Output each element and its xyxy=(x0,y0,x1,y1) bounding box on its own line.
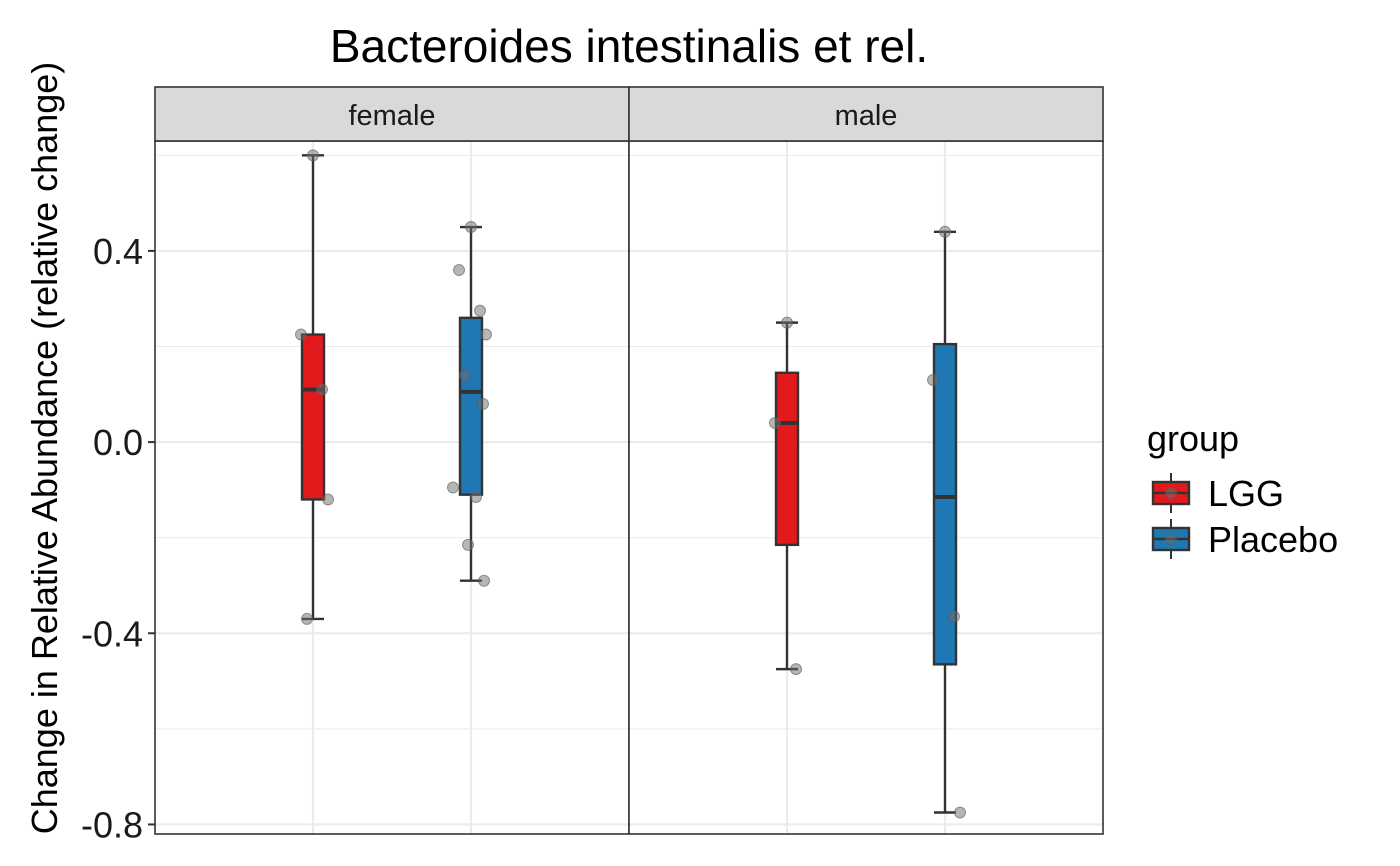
data-point xyxy=(301,612,313,625)
data-point xyxy=(462,538,474,551)
data-point xyxy=(470,491,482,504)
data-point xyxy=(459,369,471,382)
data-point xyxy=(474,304,486,317)
panel-background xyxy=(155,141,629,834)
y-axis-label: Change in Relative Abundance (relative c… xyxy=(24,62,65,835)
data-point xyxy=(478,574,490,587)
data-point xyxy=(781,316,793,329)
facet-panel-male: male xyxy=(628,86,1104,835)
legend-entry-Placebo: Placebo xyxy=(1151,519,1338,560)
data-point xyxy=(948,610,960,623)
box-iqr xyxy=(774,371,800,547)
box-male-Placebo xyxy=(927,225,966,819)
chart-title: Bacteroides intestinalis et rel. xyxy=(330,20,928,72)
legend-label: Placebo xyxy=(1208,519,1338,560)
y-tick-label: -0.8 xyxy=(81,804,143,845)
box-female-LGG xyxy=(295,149,334,625)
y-tick-label: 0.0 xyxy=(93,422,143,463)
legend-key-point xyxy=(1165,533,1177,545)
data-point xyxy=(939,225,951,238)
box-male-LGG xyxy=(769,316,802,676)
y-tick-label: 0.4 xyxy=(93,231,143,272)
box-female-Placebo xyxy=(447,221,492,587)
data-point xyxy=(927,373,939,386)
data-point xyxy=(480,328,492,341)
box-iqr xyxy=(932,342,958,666)
data-point xyxy=(322,493,334,506)
data-point xyxy=(465,221,477,234)
data-point xyxy=(477,397,489,410)
legend-title: group xyxy=(1147,418,1239,459)
data-point xyxy=(790,663,802,676)
data-point xyxy=(453,264,465,277)
data-point xyxy=(769,416,781,429)
facet-strip-label: female xyxy=(348,100,435,132)
facet-strip xyxy=(154,86,630,142)
legend-label: LGG xyxy=(1208,473,1284,514)
box-iqr xyxy=(300,333,326,501)
y-tick-label: -0.4 xyxy=(81,613,143,654)
panel-background xyxy=(629,141,1103,834)
data-point xyxy=(295,328,307,341)
facet-panel-female: female xyxy=(154,86,630,835)
data-point xyxy=(307,149,319,162)
legend-entry-LGG: LGG xyxy=(1151,473,1284,514)
data-point xyxy=(447,481,459,494)
legend-key-point xyxy=(1165,487,1177,499)
facet-strip-label: male xyxy=(835,100,898,132)
data-point xyxy=(954,806,966,819)
data-point xyxy=(316,383,328,396)
facet-strip xyxy=(628,86,1104,142)
